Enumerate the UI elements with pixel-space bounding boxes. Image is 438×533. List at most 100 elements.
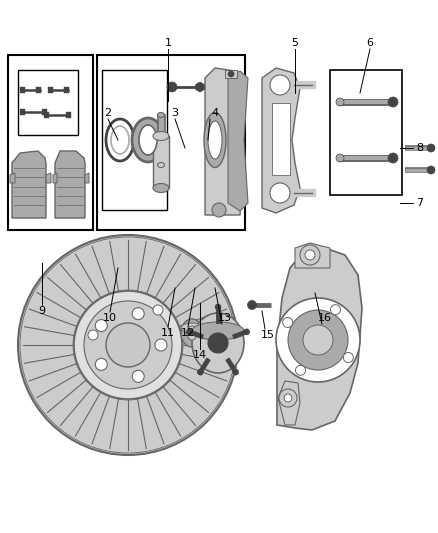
Circle shape [212, 203, 226, 217]
Ellipse shape [181, 323, 203, 333]
Bar [36, 87, 41, 93]
Circle shape [208, 333, 228, 353]
Ellipse shape [132, 118, 164, 162]
Bar [20, 109, 25, 115]
Text: 2: 2 [104, 108, 112, 118]
Ellipse shape [204, 112, 226, 167]
Circle shape [279, 389, 297, 407]
Circle shape [303, 325, 333, 355]
Circle shape [283, 318, 293, 327]
Bar [18, 70, 78, 135]
Bar [225, 70, 237, 78]
Circle shape [132, 308, 144, 320]
Circle shape [300, 245, 320, 265]
Polygon shape [278, 381, 300, 425]
Ellipse shape [200, 330, 236, 372]
Ellipse shape [153, 132, 169, 141]
Circle shape [427, 166, 435, 174]
Circle shape [244, 329, 250, 335]
Circle shape [388, 97, 398, 107]
Text: 14: 14 [193, 350, 207, 360]
Text: 4: 4 [212, 108, 219, 118]
Bar [153, 136, 169, 188]
Ellipse shape [187, 326, 197, 340]
Ellipse shape [158, 163, 165, 167]
Text: 11: 11 [161, 328, 175, 338]
Text: 8: 8 [417, 143, 424, 153]
Circle shape [198, 369, 203, 375]
Polygon shape [53, 173, 57, 183]
Polygon shape [277, 248, 362, 430]
Bar [44, 112, 49, 118]
Polygon shape [262, 68, 300, 213]
Circle shape [247, 301, 257, 310]
Ellipse shape [192, 322, 244, 340]
Polygon shape [12, 151, 46, 218]
Ellipse shape [158, 112, 165, 117]
Polygon shape [228, 71, 248, 211]
Text: 10: 10 [103, 313, 117, 323]
Ellipse shape [111, 126, 129, 154]
Circle shape [88, 330, 98, 340]
Circle shape [336, 154, 344, 162]
Bar [102, 70, 167, 210]
Ellipse shape [208, 121, 222, 159]
Circle shape [331, 305, 340, 314]
Circle shape [233, 369, 239, 375]
Circle shape [296, 365, 305, 375]
Circle shape [155, 339, 167, 351]
Circle shape [284, 394, 292, 402]
Bar [66, 112, 71, 118]
Circle shape [270, 75, 290, 95]
Bar [42, 109, 47, 115]
Ellipse shape [153, 183, 169, 192]
Text: 5: 5 [292, 38, 299, 48]
Bar [158, 115, 165, 165]
Circle shape [18, 235, 238, 455]
Text: 7: 7 [417, 198, 424, 208]
Circle shape [343, 352, 353, 362]
Circle shape [276, 298, 360, 382]
Polygon shape [10, 173, 15, 183]
Circle shape [132, 370, 144, 382]
Circle shape [95, 358, 107, 370]
Circle shape [106, 323, 150, 367]
Circle shape [153, 305, 163, 315]
Circle shape [270, 183, 290, 203]
Polygon shape [272, 103, 290, 175]
Ellipse shape [192, 313, 244, 373]
Circle shape [305, 250, 315, 260]
Text: 16: 16 [318, 313, 332, 323]
Circle shape [388, 153, 398, 163]
Bar [64, 87, 69, 93]
Bar [330, 70, 402, 195]
Circle shape [336, 98, 344, 106]
Circle shape [84, 301, 172, 389]
Text: 12: 12 [181, 328, 195, 338]
Polygon shape [295, 243, 330, 268]
Circle shape [74, 291, 182, 399]
Polygon shape [55, 151, 85, 218]
Circle shape [187, 329, 192, 335]
Ellipse shape [181, 319, 203, 347]
Bar [8, 55, 93, 230]
Circle shape [228, 71, 234, 77]
Bar [20, 87, 25, 93]
Ellipse shape [106, 119, 134, 161]
Bar [97, 55, 245, 230]
Text: 13: 13 [218, 313, 232, 323]
Circle shape [288, 310, 348, 370]
Circle shape [95, 320, 107, 332]
Text: 6: 6 [367, 38, 374, 48]
Text: 15: 15 [261, 330, 275, 340]
Circle shape [427, 144, 435, 152]
Text: 1: 1 [165, 38, 172, 48]
Polygon shape [205, 68, 242, 215]
Bar [48, 87, 53, 93]
Text: 9: 9 [39, 306, 46, 316]
Circle shape [167, 82, 177, 92]
Polygon shape [85, 173, 89, 183]
Ellipse shape [139, 125, 157, 155]
Circle shape [215, 304, 221, 310]
Polygon shape [46, 173, 51, 183]
